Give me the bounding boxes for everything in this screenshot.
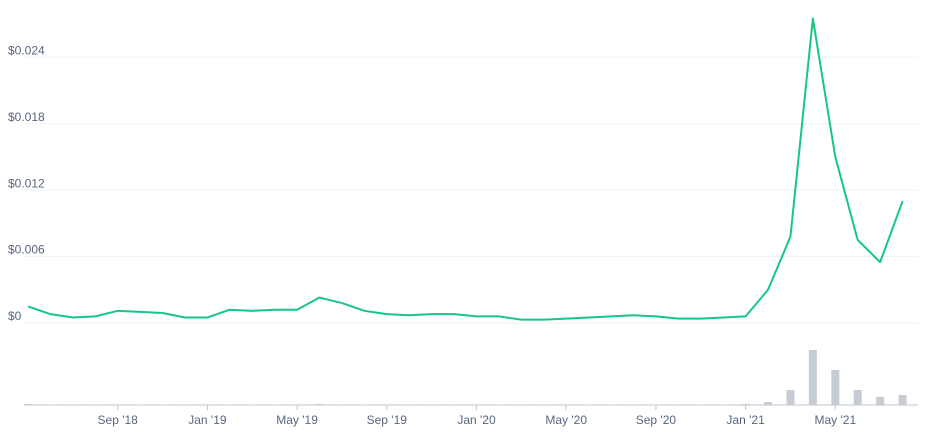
volume-bar bbox=[629, 404, 638, 405]
volume-bar bbox=[808, 350, 817, 405]
y-tick-label: $0.012 bbox=[8, 176, 45, 190]
x-tick-label: Sep '18 bbox=[98, 413, 139, 427]
volume-bar bbox=[741, 404, 750, 405]
volume-bar bbox=[719, 404, 728, 405]
x-tick-label: May '20 bbox=[545, 413, 587, 427]
x-tick-label: May '21 bbox=[814, 413, 856, 427]
volume-bar bbox=[876, 397, 885, 405]
volume-bar bbox=[24, 404, 32, 405]
volume-bar bbox=[427, 404, 436, 405]
volume-bar bbox=[337, 404, 346, 405]
volume-bar bbox=[270, 404, 279, 405]
volume-bar bbox=[562, 404, 571, 405]
volume-bar bbox=[382, 404, 391, 405]
y-tick-label: $0.018 bbox=[8, 110, 45, 124]
volume-bar bbox=[136, 404, 145, 405]
x-tick-label: Sep '20 bbox=[636, 413, 677, 427]
volume-bar bbox=[898, 395, 907, 405]
volume-bar bbox=[180, 404, 189, 405]
volume-bar bbox=[113, 404, 122, 405]
volume-bar bbox=[651, 404, 660, 405]
volume-bar bbox=[158, 404, 167, 405]
volume-bar bbox=[539, 404, 548, 405]
volume-bar bbox=[494, 404, 503, 405]
x-tick-label: May '19 bbox=[276, 413, 318, 427]
volume-bar bbox=[315, 404, 324, 405]
volume-bar bbox=[91, 404, 100, 405]
volume-bar bbox=[853, 390, 862, 405]
volume-bar bbox=[584, 404, 593, 405]
volume-bar bbox=[405, 404, 414, 405]
volume-bar bbox=[225, 404, 234, 405]
volume-bar bbox=[517, 404, 526, 405]
volume-bar bbox=[472, 404, 481, 405]
volume-bar bbox=[203, 404, 212, 405]
volume-bar bbox=[360, 404, 369, 405]
volume-bar bbox=[68, 404, 77, 405]
x-tick-label: Jan '19 bbox=[188, 413, 227, 427]
x-tick-label: Jan '21 bbox=[726, 413, 765, 427]
volume-bar bbox=[696, 404, 705, 405]
volume-bar bbox=[450, 404, 459, 405]
x-tick-label: Sep '19 bbox=[367, 413, 408, 427]
volume-bar bbox=[786, 390, 795, 405]
volume-bar bbox=[46, 404, 55, 405]
volume-bar bbox=[248, 404, 257, 405]
volume-bar bbox=[764, 402, 773, 405]
volume-bar bbox=[293, 404, 302, 405]
y-tick-label: $0 bbox=[8, 309, 22, 323]
x-tick-label: Jan '20 bbox=[457, 413, 496, 427]
y-tick-label: $0.006 bbox=[8, 243, 45, 257]
price-line bbox=[27, 17, 904, 321]
volume-bar bbox=[607, 404, 616, 405]
volume-bar bbox=[674, 404, 683, 405]
y-tick-label: $0.024 bbox=[8, 43, 45, 57]
volume-bar bbox=[831, 370, 840, 405]
